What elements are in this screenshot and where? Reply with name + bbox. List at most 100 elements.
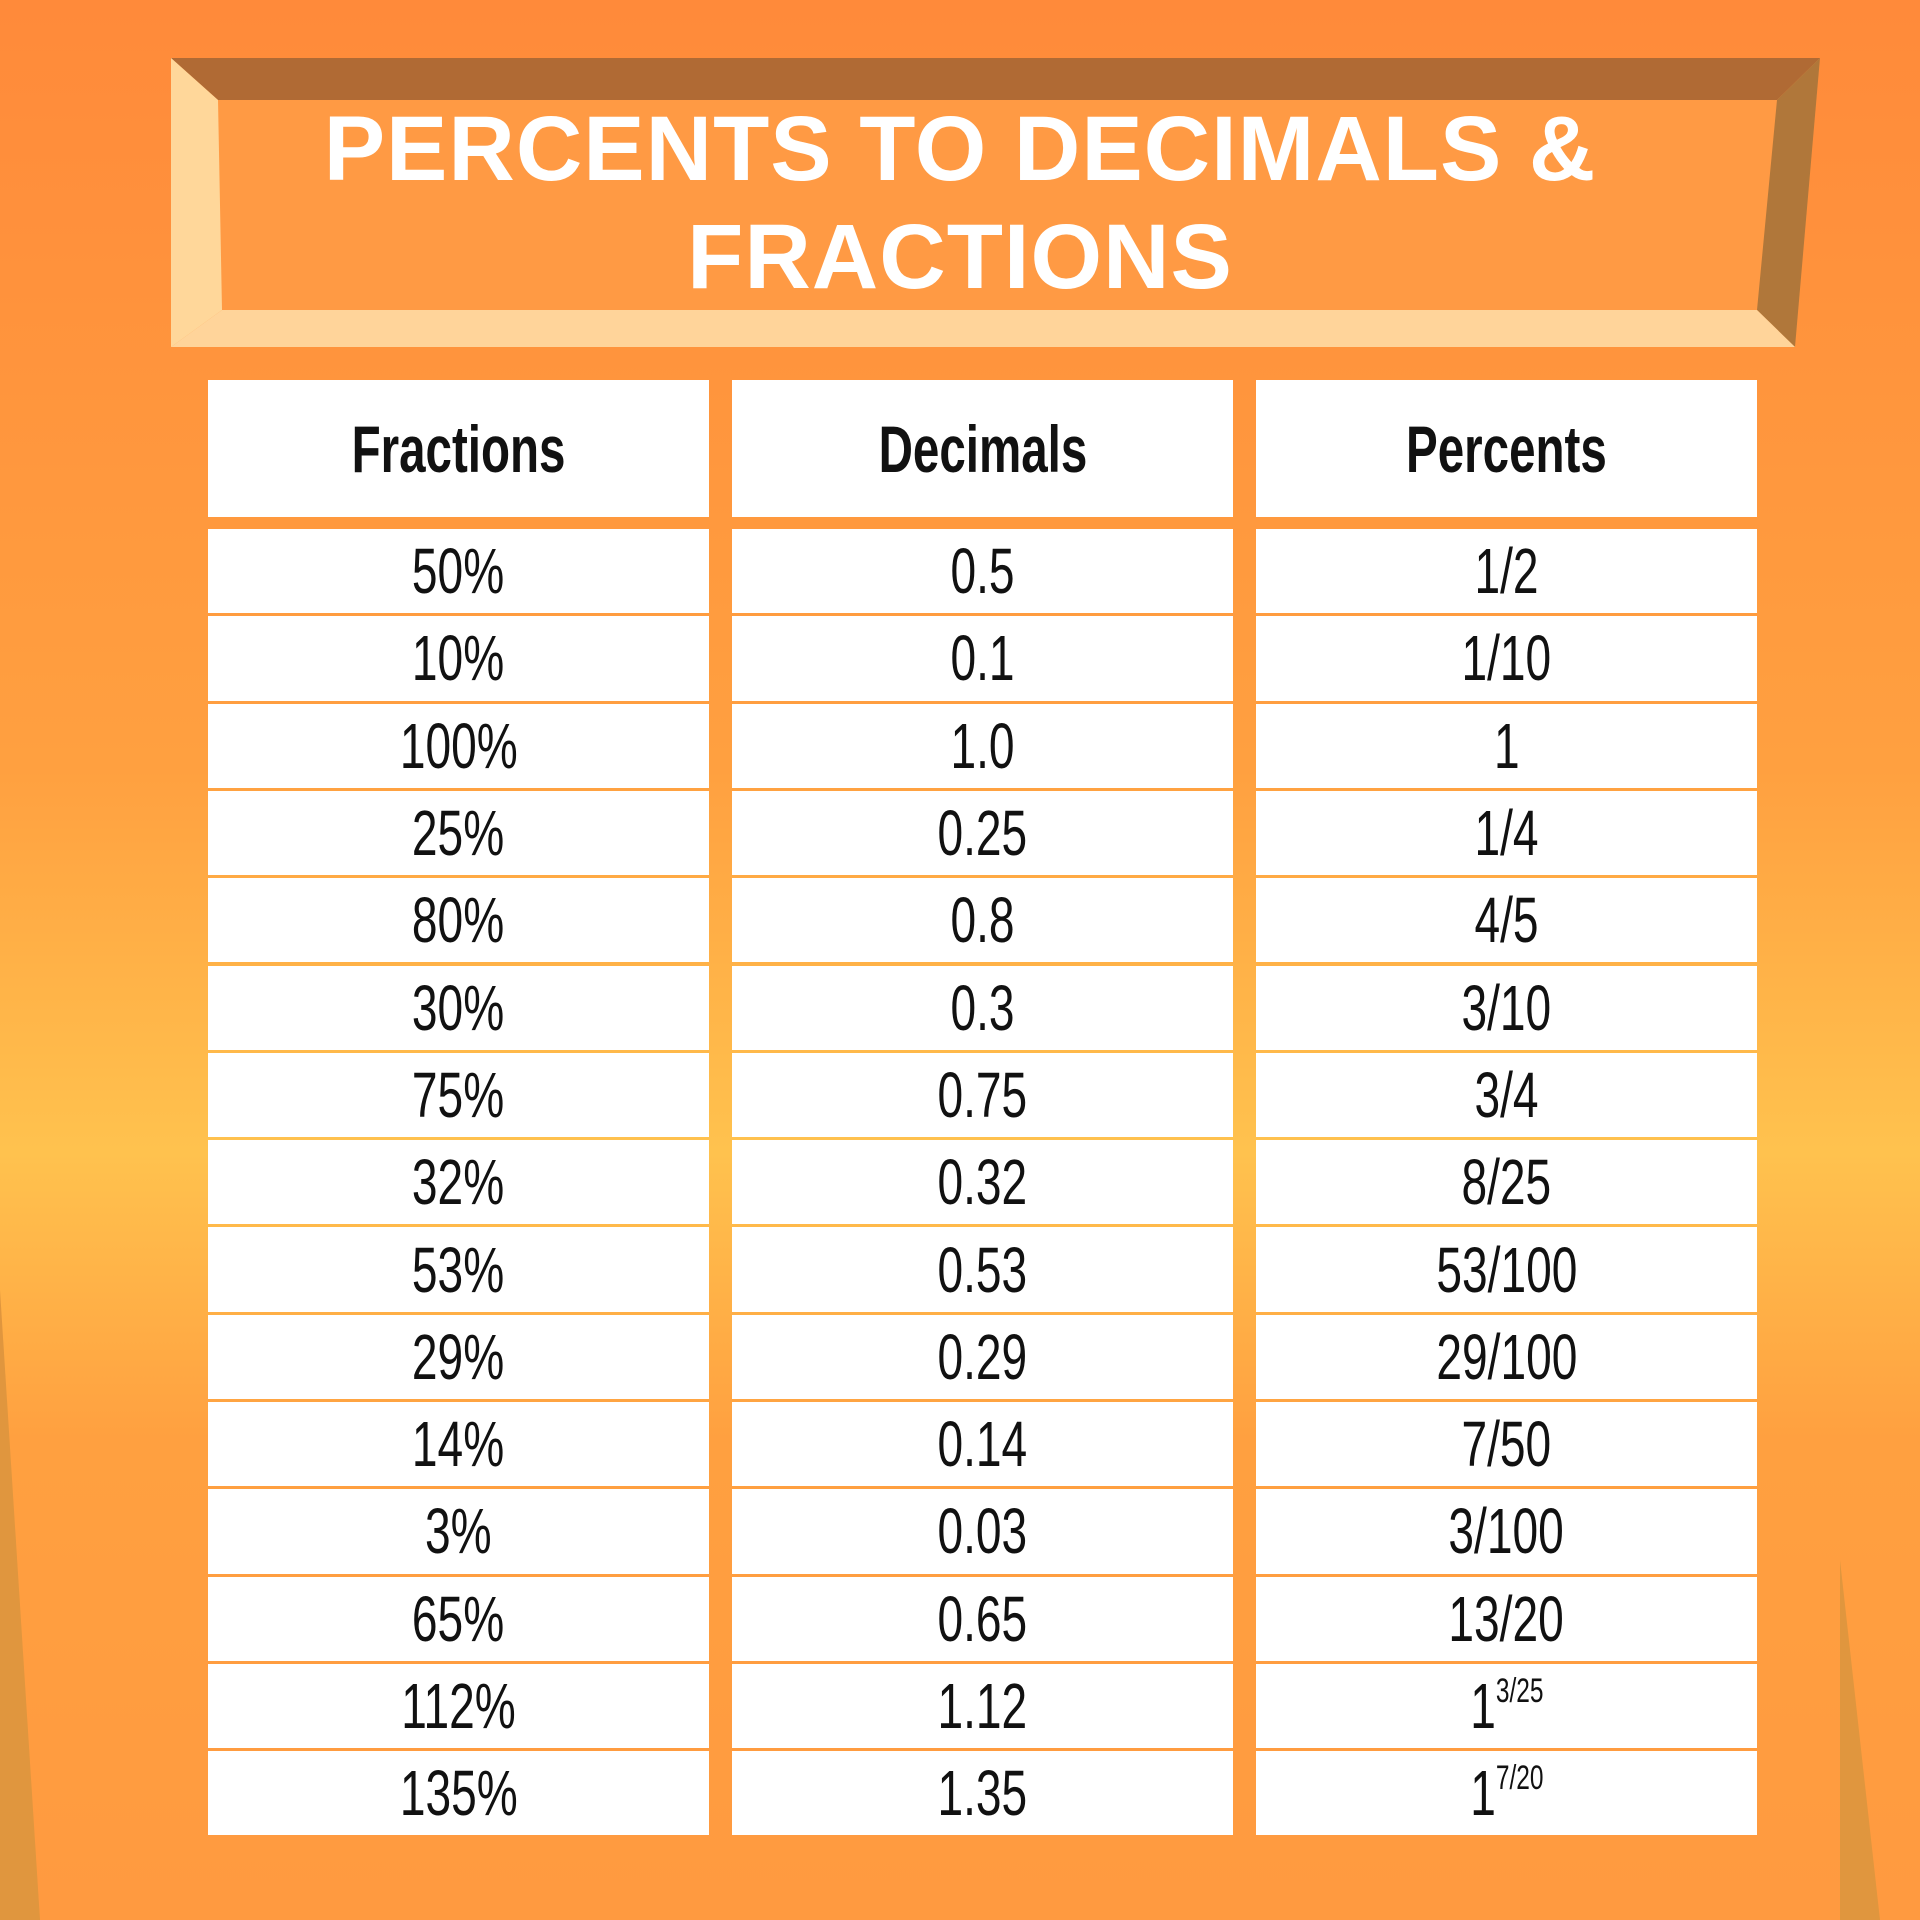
column-header: Percents (1406, 411, 1607, 486)
cell-text: 0.14 (937, 1408, 1028, 1481)
column-header: Decimals (878, 411, 1087, 486)
cell-text: 53/100 (1436, 1233, 1577, 1306)
cell-text: 29/100 (1436, 1320, 1577, 1393)
cell-text: 30% (412, 971, 505, 1044)
cell-text: 50% (412, 535, 505, 608)
cell: 13/20 (1256, 1576, 1757, 1661)
cell: 4/5 (1256, 878, 1757, 963)
cell: 0.1 (732, 616, 1233, 701)
decor (1840, 1560, 1880, 1920)
cell: 3/4 (1256, 1052, 1757, 1138)
cell: 0.29 (732, 1314, 1233, 1399)
cell: 0.53 (732, 1227, 1233, 1312)
cell-text: 1/2 (1474, 535, 1539, 608)
cell: 53% (208, 1227, 709, 1312)
cell-text: 0.8 (950, 884, 1015, 957)
banner-frame (1757, 58, 1820, 347)
cell-text: 3/4 (1474, 1058, 1539, 1131)
cell: 135% (208, 1751, 709, 1836)
cell: 80% (208, 878, 709, 963)
cell-text: 25% (412, 797, 505, 870)
cell: 0.25 (732, 790, 1233, 876)
cell: 1.0 (732, 703, 1233, 788)
cell-text: 13/25 (1470, 1669, 1543, 1743)
cell: 50% (208, 529, 709, 614)
cell: 0.03 (732, 1489, 1233, 1574)
cell-text: 112% (401, 1670, 516, 1743)
cell: 3/10 (1256, 965, 1757, 1050)
cell: 1 (1256, 703, 1757, 788)
cell-text: 80% (412, 884, 505, 957)
cell-text: 75% (412, 1058, 505, 1131)
cell: 17/20 (1256, 1751, 1757, 1836)
cell: 0.3 (732, 965, 1233, 1050)
cell: 1/2 (1256, 529, 1757, 614)
cell-text: 1.0 (950, 709, 1015, 782)
cell-text: 0.32 (937, 1146, 1028, 1219)
cell: 13/25 (1256, 1663, 1757, 1749)
cell: 30% (208, 965, 709, 1050)
cell: 14% (208, 1402, 709, 1487)
cell-text: 7/50 (1461, 1408, 1552, 1481)
cell: 0.32 (732, 1140, 1233, 1225)
cell-text: 4/5 (1474, 884, 1539, 957)
cell: 3% (208, 1489, 709, 1574)
cell: 29% (208, 1314, 709, 1399)
cell-text: 29% (412, 1320, 505, 1393)
banner-frame (171, 58, 222, 347)
cell-text: 1 (1493, 709, 1520, 782)
cell-text: 0.1 (950, 622, 1015, 695)
cell: 53/100 (1256, 1227, 1757, 1312)
cell-text: 1.35 (937, 1757, 1028, 1830)
cell: Decimals (732, 380, 1233, 517)
cell-text: 1/4 (1474, 797, 1539, 870)
cell-text: 100% (399, 709, 518, 782)
cell: 65% (208, 1576, 709, 1661)
whole: 1 (1469, 1757, 1496, 1830)
cell: 1/10 (1256, 616, 1757, 701)
cell-text: 0.5 (950, 535, 1015, 608)
cell-text: 17/20 (1470, 1756, 1543, 1830)
cell: 0.65 (732, 1576, 1233, 1661)
cell-text: 0.29 (937, 1320, 1028, 1393)
cell: 0.75 (732, 1052, 1233, 1138)
banner-frame (171, 310, 1795, 347)
cell-text: 3/10 (1461, 971, 1552, 1044)
whole: 1 (1469, 1670, 1496, 1743)
cell-text: 14% (412, 1408, 505, 1481)
cell: 1.12 (732, 1663, 1233, 1749)
cell: 29/100 (1256, 1314, 1757, 1399)
cell: 75% (208, 1052, 709, 1138)
banner (171, 58, 1820, 347)
cell-text: 3/100 (1448, 1495, 1565, 1568)
cell: Fractions (208, 380, 709, 517)
cell-text: 0.03 (937, 1495, 1028, 1568)
cell-text: 8/25 (1461, 1146, 1552, 1219)
cell-text: 65% (412, 1582, 505, 1655)
cell: 100% (208, 703, 709, 788)
cell-text: 1/10 (1461, 622, 1552, 695)
cell-text: 0.75 (937, 1058, 1028, 1131)
cell: 0.8 (732, 878, 1233, 963)
cell-text: 0.53 (937, 1233, 1028, 1306)
cell-text: 53% (412, 1233, 505, 1306)
cell: 25% (208, 790, 709, 876)
cell: 32% (208, 1140, 709, 1225)
decor (0, 1290, 40, 1920)
cell: 1.35 (732, 1751, 1233, 1836)
cell-text: 32% (412, 1146, 505, 1219)
cell-text: 0.25 (937, 797, 1028, 870)
cell-text: 1.12 (937, 1670, 1028, 1743)
column-header: Fractions (351, 411, 566, 486)
cell-text: 10% (412, 622, 505, 695)
fraction: 7/20 (1495, 1759, 1544, 1798)
banner-frame (171, 58, 1820, 100)
title: PERCENTS TO DECIMALS & FRACTIONS (323, 98, 1597, 308)
cell-text: 3% (425, 1495, 492, 1568)
cell: 1/4 (1256, 790, 1757, 876)
cell: 0.5 (732, 529, 1233, 614)
cell: 3/100 (1256, 1489, 1757, 1574)
cell: 0.14 (732, 1402, 1233, 1487)
